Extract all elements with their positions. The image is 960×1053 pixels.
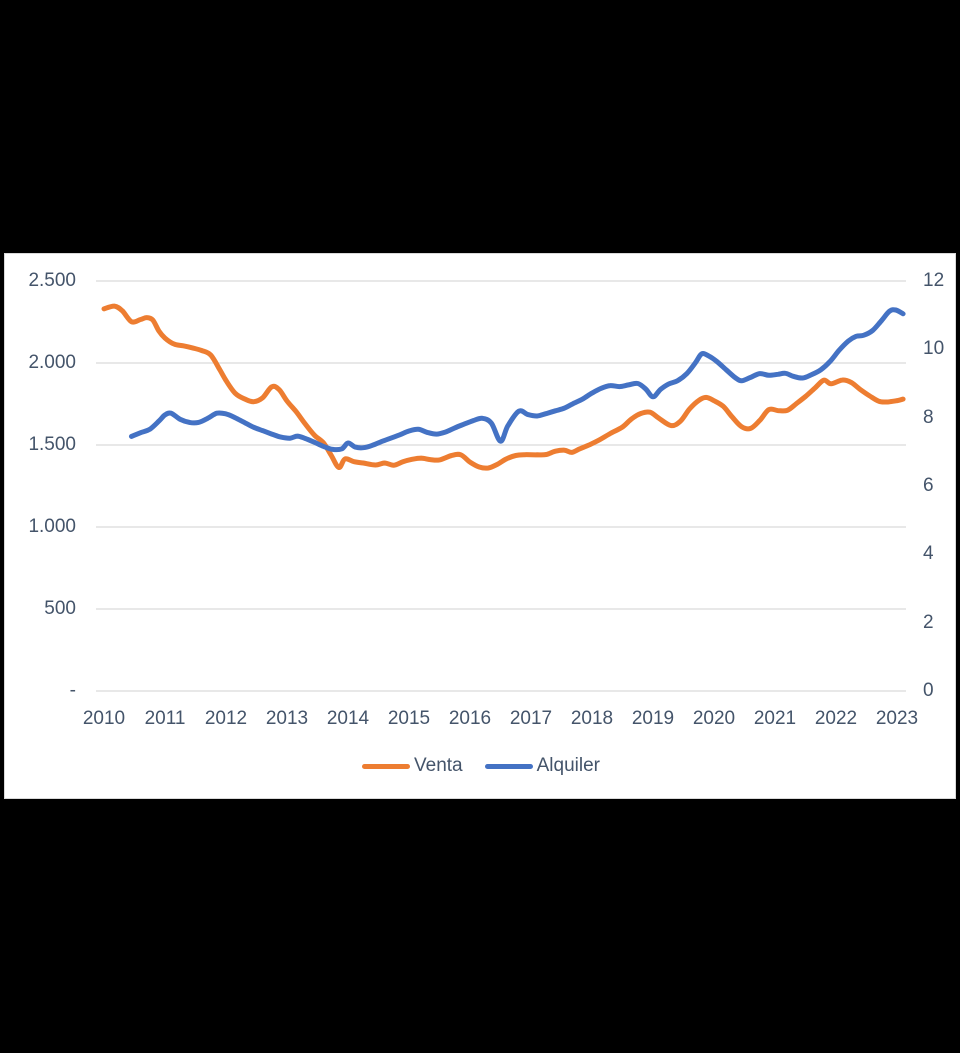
alquiler-line (128, 307, 906, 453)
x-axis-tick-2012: 2012 (204, 708, 248, 729)
right-axis-tick-12: 12 (923, 270, 945, 291)
legend: Venta Alquiler (5, 755, 957, 777)
alquiler-legend-label: Alquiler (536, 755, 600, 776)
alquiler-line-swatch (484, 763, 533, 769)
right-axis-tick-4: 4 (923, 543, 934, 565)
right-axis-tick-10: 10 (923, 338, 945, 360)
line-chart (96, 280, 906, 692)
gridlines (96, 280, 906, 692)
x-axis-tick-2020: 2020 (692, 708, 736, 729)
right-axis-tick-8: 8 (923, 406, 934, 428)
x-axis-tick-2015: 2015 (387, 708, 431, 729)
right-axis-tick-2: 2 (923, 611, 934, 633)
x-axis-tick-2021: 2021 (753, 708, 797, 729)
x-axis-tick-2022: 2022 (814, 708, 858, 729)
x-axis-tick-2017: 2017 (509, 708, 553, 729)
venta-line-swatch (362, 763, 410, 769)
right-axis-tick-6: 6 (923, 475, 934, 496)
right-axis-labels: 12 10 8 6 4 2 0 (923, 254, 960, 800)
chart-card: 2.500 2.000 1.500 1.000 500- 12 10 8 6 4 2 0 2010 2… (4, 253, 956, 799)
venta-line (101, 303, 906, 471)
left-axis-tick-2.500: 2.500 (28, 270, 76, 291)
x-axis-tick-2016: 2016 (448, 708, 492, 729)
left-axis-tick--: - (69, 680, 76, 701)
venta-legend-label: Venta (414, 755, 463, 776)
legend-item-alquiler: Alquiler (484, 755, 600, 777)
legend-item-venta: Venta (362, 755, 463, 777)
x-axis-labels: 2010 2011 2012 2013 2014 2015 2016 2017 2018 2019… (5, 254, 957, 800)
left-axis-tick-1.500: 1.500 (28, 434, 76, 455)
x-axis-tick-2011: 2011 (144, 708, 186, 729)
right-axis-tick-0: 0 (923, 680, 934, 701)
x-axis-tick-2023: 2023 (875, 708, 919, 729)
x-axis-tick-2010: 2010 (82, 708, 126, 729)
x-axis-tick-2019: 2019 (631, 708, 675, 729)
left-axis-labels: 2.500 2.000 1.500 1.000 500 - (5, 254, 76, 800)
left-axis-tick-1.000: 1.000 (28, 516, 76, 537)
x-axis-tick-2014: 2014 (326, 708, 370, 729)
left-axis-tick-500: 500 (44, 598, 76, 619)
left-axis-tick-2.000: 2.000 (28, 352, 76, 373)
x-axis-tick-2013: 2013 (265, 708, 309, 729)
x-axis-tick-2018: 2018 (570, 708, 614, 729)
